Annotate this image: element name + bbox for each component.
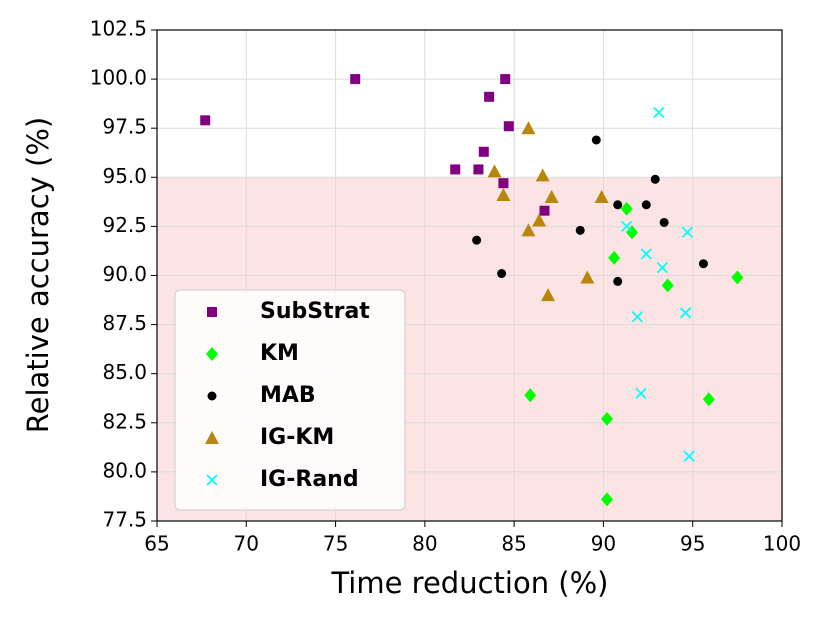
point [621,220,633,233]
y-tick-label: 87.5 [102,311,147,335]
point [631,311,643,323]
point [635,387,647,399]
point [521,121,536,135]
x-tick-label: 80 [412,532,437,556]
y-tick-label: 82.5 [102,409,147,433]
y-tick-label: 80.0 [102,458,147,482]
y-tick-label: 102.5 [90,17,147,41]
point [200,115,211,126]
point [532,213,547,227]
y-tick-label: 90.0 [102,262,147,286]
point [661,278,674,293]
point [591,135,601,145]
y-tick-label: 85.0 [102,360,147,384]
legend-marker [206,474,218,486]
legend-label: MAB [260,383,316,408]
point [544,189,559,203]
legend-label: IG-KM [260,425,334,450]
point [650,174,660,184]
point [640,248,652,260]
point [487,164,502,178]
point [503,121,514,132]
point [472,235,482,245]
y-tick-label: 95.0 [102,164,147,188]
x-tick-label: 85 [501,532,526,556]
legend-marker [207,307,217,317]
legend-marker [205,431,219,444]
legend-marker [206,347,218,361]
point [524,388,537,403]
point [575,225,585,235]
point [500,74,511,85]
legend-marker [207,391,217,401]
x-tick-label: 100 [763,532,801,556]
point [656,262,668,274]
point [450,164,461,175]
point [698,259,708,269]
point [679,307,692,319]
point [478,146,489,157]
x-axis-title: Time reduction (%) [330,566,608,600]
x-tick-label: 70 [234,532,259,556]
legend-box [174,289,406,511]
point [350,74,361,85]
point [601,492,613,507]
y-tick-label: 97.5 [102,115,147,139]
x-tick-label: 90 [591,532,616,556]
point [496,187,511,201]
point [601,411,613,426]
y-tick-label: 77.5 [102,508,147,532]
y-tick-label: 100.0 [90,66,147,90]
point [731,270,744,285]
point [541,288,556,302]
point [497,269,507,279]
point [535,168,550,182]
point [613,200,623,210]
x-tick-label: 65 [144,532,169,556]
legend-label: SubStrat [260,299,370,324]
point [702,392,715,407]
point [473,164,484,175]
x-tick-label: 75 [323,532,348,556]
point [580,270,595,284]
point [594,189,609,203]
point [681,226,693,238]
y-axis-title: Relative accuracy (%) [21,117,55,433]
legend-label: KM [260,341,299,366]
point [498,178,509,189]
point [521,223,536,237]
x-tick-label: 95 [680,532,705,556]
point [659,217,669,227]
point [539,205,550,216]
legend-label: IG-Rand [260,467,359,492]
point [641,200,651,210]
point [683,450,695,462]
point [620,201,633,216]
point [613,276,623,286]
plot-frame [156,29,783,522]
point [653,106,665,119]
legend: SubStrat KM MAB IG-KM IG-Rand [174,289,406,511]
y-tick-label: 92.5 [102,213,147,237]
point [608,250,621,265]
point [484,91,495,102]
